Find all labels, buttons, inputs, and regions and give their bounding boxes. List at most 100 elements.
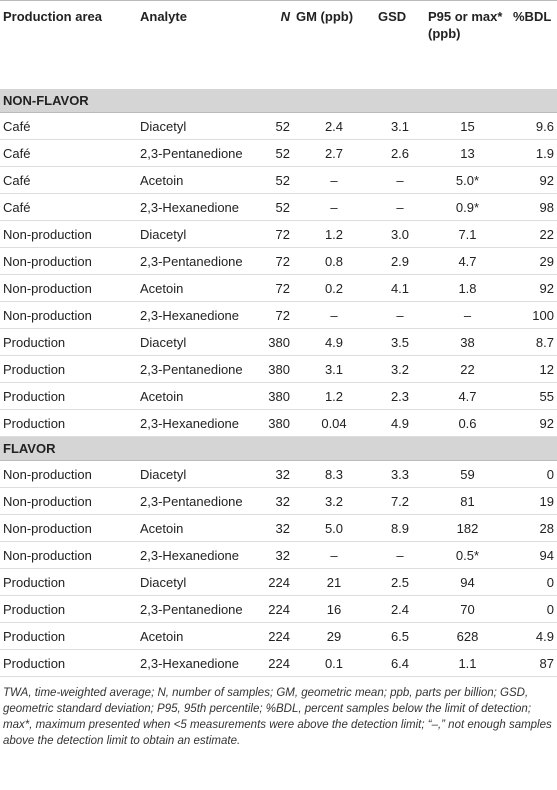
cell: 1.9 [510, 139, 557, 167]
cell: Production [0, 382, 137, 410]
cell: 52 [258, 139, 293, 167]
data-row: Café Diacetyl 52 2.4 3.1 15 9.6 [0, 112, 557, 140]
cell: Non-production [0, 487, 137, 515]
column-header: Analyte [137, 0, 258, 89]
table-header: Production area Analyte N GM (ppb) GSD P95 or… [0, 0, 557, 89]
cell: – [375, 166, 425, 194]
cell: 2,3-Hexanedione [137, 193, 258, 221]
cell: Production [0, 622, 137, 650]
cell: 32 [258, 541, 293, 569]
data-row: Production 2,3-Pentanedione 224 16 2.4 70 0 [0, 595, 557, 623]
cell: 380 [258, 382, 293, 410]
results-table: Production area Analyte N GM (ppb) GSD P95 or… [0, 0, 557, 677]
cell: Non-production [0, 514, 137, 542]
cell: 52 [258, 166, 293, 194]
data-row: Production Diacetyl 380 4.9 3.5 38 8.7 [0, 328, 557, 356]
cell: 0 [510, 568, 557, 596]
cell: Non-production [0, 247, 137, 275]
cell: 0.1 [293, 649, 375, 677]
cell: 2,3-Pentanedione [137, 355, 258, 383]
cell: Café [0, 193, 137, 221]
column-header: Production area [0, 0, 137, 89]
cell: Production [0, 595, 137, 623]
cell: 29 [510, 247, 557, 275]
data-row: Café 2,3-Hexanedione 52– –0.9* 98 [0, 193, 557, 221]
cell: 2,3-Hexanedione [137, 649, 258, 677]
cell: 32 [258, 460, 293, 488]
cell: 22 [425, 355, 510, 383]
cell: 15 [425, 112, 510, 140]
data-row: Production Acetoin 224 29 6.5 628 4.9 [0, 622, 557, 650]
cell: Acetoin [137, 382, 258, 410]
cell: 2,3-Pentanedione [137, 139, 258, 167]
cell: 3.1 [375, 112, 425, 140]
cell: 92 [510, 166, 557, 194]
cell: 21 [293, 568, 375, 596]
column-header: GSD [375, 0, 425, 89]
cell: Production [0, 568, 137, 596]
cell: 100 [510, 301, 557, 329]
cell: 4.7 [425, 247, 510, 275]
cell: 0.04 [293, 409, 375, 437]
data-row: Non-production Acetoin 32 5.0 8.9 182 28 [0, 514, 557, 542]
cell: Non-production [0, 274, 137, 302]
cell: 2,3-Pentanedione [137, 595, 258, 623]
cell: – [293, 193, 375, 221]
cell: 2.7 [293, 139, 375, 167]
cell: 13 [425, 139, 510, 167]
cell: 628 [425, 622, 510, 650]
cell: 0 [510, 460, 557, 488]
column-header: %BDL [510, 0, 557, 89]
cell: 0.9* [425, 193, 510, 221]
cell: 4.9 [375, 409, 425, 437]
cell: 38 [425, 328, 510, 356]
data-row: Production 2,3-Hexanedione 224 0.1 6.4 1.1 87 [0, 649, 557, 677]
cell: Café [0, 139, 137, 167]
cell: 2,3-Hexanedione [137, 301, 258, 329]
cell: 380 [258, 409, 293, 437]
data-row: Non-production 2,3-Hexanedione 32– –0.5* 94 [0, 541, 557, 569]
cell: 98 [510, 193, 557, 221]
cell: 8.7 [510, 328, 557, 356]
section-row: FLAVOR [0, 436, 557, 461]
cell: 2,3-Pentanedione [137, 487, 258, 515]
cell: 3.5 [375, 328, 425, 356]
data-row: Café Acetoin 52– –5.0* 92 [0, 166, 557, 194]
cell: 3.2 [293, 487, 375, 515]
cell: 8.9 [375, 514, 425, 542]
data-row: Non-production Acetoin 72 0.2 4.1 1.8 92 [0, 274, 557, 302]
cell: 0.8 [293, 247, 375, 275]
cell: Production [0, 649, 137, 677]
cell: 55 [510, 382, 557, 410]
cell: Diacetyl [137, 112, 258, 140]
footnote: TWA, time-weighted average; N, number of… [3, 687, 552, 747]
cell: 72 [258, 274, 293, 302]
cell: Acetoin [137, 514, 258, 542]
cell: 9.6 [510, 112, 557, 140]
data-row: Non-production Diacetyl 32 8.3 3.3 59 0 [0, 460, 557, 488]
cell: 4.1 [375, 274, 425, 302]
cell: 2.6 [375, 139, 425, 167]
cell: 70 [425, 595, 510, 623]
cell: Production [0, 409, 137, 437]
cell: 224 [258, 568, 293, 596]
cell: – [375, 541, 425, 569]
cell: 94 [425, 568, 510, 596]
header-row: Production area Analyte N GM (ppb) GSD P95 or… [0, 0, 557, 89]
cell: 0.6 [425, 409, 510, 437]
cell: 72 [258, 301, 293, 329]
cell: 3.3 [375, 460, 425, 488]
cell: 72 [258, 220, 293, 248]
cell: 224 [258, 595, 293, 623]
cell: – [293, 541, 375, 569]
cell: Diacetyl [137, 460, 258, 488]
cell: 6.5 [375, 622, 425, 650]
cell: 92 [510, 274, 557, 302]
data-row: Production 2,3-Pentanedione 380 3.1 3.2 22 12 [0, 355, 557, 383]
cell: – [425, 301, 510, 329]
cell: – [375, 301, 425, 329]
cell: 2,3-Pentanedione [137, 247, 258, 275]
data-row: Non-production 2,3-Pentanedione 72 0.8 2.9 4.… [0, 247, 557, 275]
column-header: P95 or max* (ppb) [425, 0, 510, 89]
